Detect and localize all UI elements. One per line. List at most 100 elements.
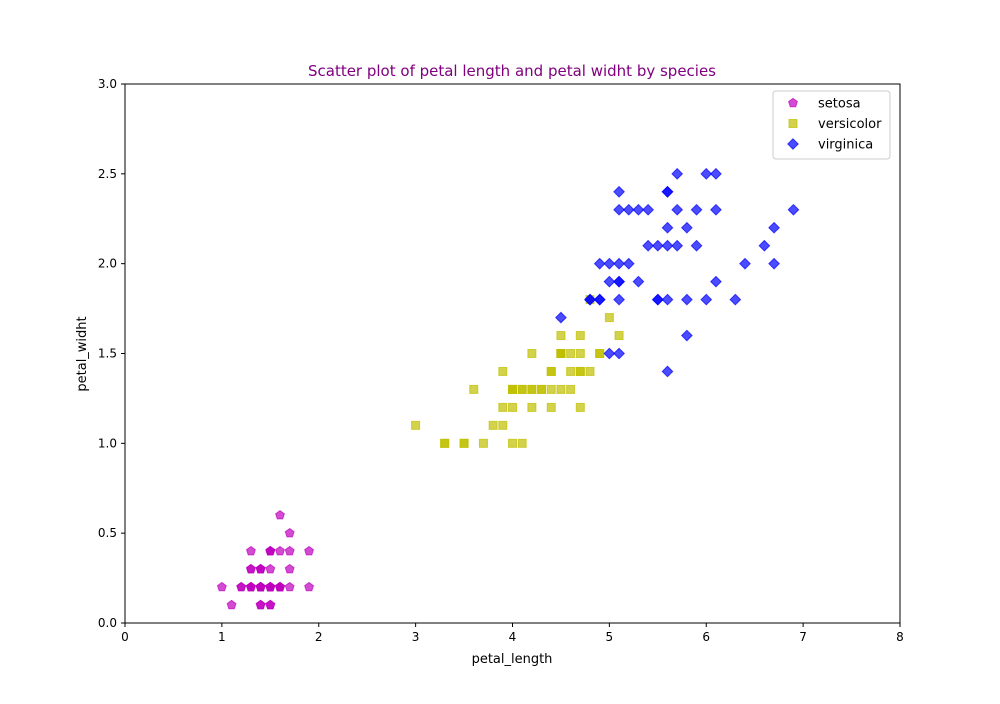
y-tick-label: 3.0 xyxy=(98,77,117,91)
setosa-point xyxy=(284,563,295,574)
virginica-point xyxy=(613,275,625,288)
virginica-point xyxy=(768,257,780,270)
legend-marker-versicolor xyxy=(788,119,798,128)
virginica-point xyxy=(729,293,742,306)
setosa-point xyxy=(304,545,315,556)
versicolor-point xyxy=(556,349,566,358)
setosa-point xyxy=(284,581,295,592)
versicolor-point xyxy=(478,438,488,448)
versicolor-point xyxy=(498,402,508,412)
versicolor-point xyxy=(527,349,537,358)
x-tick-label: 8 xyxy=(896,630,904,644)
y-axis: 0.0 0.5 1.0 1.5 2.0 2.5 3.0 xyxy=(98,77,125,630)
versicolor-point xyxy=(614,331,624,341)
virginica-point xyxy=(690,203,703,216)
series-virginica xyxy=(555,167,800,378)
versicolor-point xyxy=(575,349,585,358)
virginica-point xyxy=(593,293,606,306)
x-tick-label: 3 xyxy=(412,630,420,644)
versicolor-point xyxy=(459,438,469,448)
setosa-point xyxy=(265,599,276,610)
versicolor-point xyxy=(469,384,479,394)
versicolor-point xyxy=(575,331,585,341)
series-versicolor xyxy=(411,295,624,448)
versicolor-point xyxy=(498,420,508,430)
y-tick-label: 2.0 xyxy=(98,257,117,271)
setosa-point xyxy=(245,581,256,592)
versicolor-point xyxy=(537,384,547,394)
virginica-point xyxy=(555,311,567,324)
virginica-point xyxy=(632,275,645,288)
x-tick-label: 7 xyxy=(799,630,807,644)
setosa-point xyxy=(304,581,315,592)
virginica-point xyxy=(642,203,655,216)
setosa-point xyxy=(275,509,285,520)
virginica-point xyxy=(680,221,693,234)
y-tick-label: 2.5 xyxy=(98,167,117,181)
virginica-point xyxy=(651,293,664,306)
virginica-point xyxy=(622,257,635,270)
setosa-point xyxy=(275,581,285,592)
virginica-point xyxy=(661,293,674,306)
virginica-point xyxy=(661,185,674,198)
virginica-point xyxy=(758,239,771,252)
virginica-point xyxy=(613,347,625,360)
y-axis-label: petal_widht xyxy=(75,316,90,391)
versicolor-point xyxy=(595,349,605,358)
setosa-point xyxy=(216,581,227,592)
legend-label-setosa: setosa xyxy=(818,97,861,112)
virginica-point xyxy=(671,239,684,252)
x-axis-label: petal_length xyxy=(472,652,553,667)
versicolor-point xyxy=(508,438,517,448)
versicolor-point xyxy=(575,366,585,376)
x-tick-label: 5 xyxy=(606,630,614,644)
virginica-point xyxy=(661,221,674,234)
versicolor-point xyxy=(556,384,566,394)
setosa-point xyxy=(226,599,237,610)
virginica-point xyxy=(710,167,722,180)
legend-marker-virginica xyxy=(787,138,799,150)
legend-label-versicolor: versicolor xyxy=(818,117,882,132)
x-axis: 0 1 2 3 4 5 6 7 8 xyxy=(121,623,904,644)
versicolor-point xyxy=(488,420,498,430)
versicolor-point xyxy=(517,384,527,394)
setosa-point xyxy=(255,599,266,610)
virginica-point xyxy=(710,203,722,216)
x-tick-label: 2 xyxy=(315,630,323,644)
x-tick-label: 4 xyxy=(509,630,517,644)
virginica-point xyxy=(671,203,684,216)
virginica-point xyxy=(680,293,693,306)
versicolor-point xyxy=(508,384,517,394)
setosa-point xyxy=(265,545,276,556)
setosa-point xyxy=(284,545,295,556)
x-tick-label: 6 xyxy=(702,630,710,644)
virginica-point xyxy=(613,293,625,306)
virginica-point xyxy=(710,275,722,288)
virginica-point xyxy=(622,203,635,216)
versicolor-point xyxy=(440,438,450,448)
virginica-point xyxy=(787,203,800,216)
setosa-point xyxy=(284,527,295,538)
virginica-point xyxy=(739,257,751,270)
versicolor-point xyxy=(411,420,421,430)
setosa-point xyxy=(236,581,247,592)
versicolor-point xyxy=(546,384,556,394)
legend-marker-setosa xyxy=(788,97,798,108)
versicolor-point xyxy=(556,331,566,341)
virginica-point xyxy=(700,293,713,306)
virginica-point xyxy=(680,329,693,342)
versicolor-point xyxy=(498,366,508,376)
virginica-point xyxy=(632,203,645,216)
series-setosa xyxy=(216,509,315,610)
virginica-point xyxy=(651,239,664,252)
versicolor-point xyxy=(566,366,576,376)
setosa-point xyxy=(245,545,256,556)
virginica-point xyxy=(671,167,684,180)
virginica-point xyxy=(661,239,674,252)
setosa-point xyxy=(265,563,276,574)
legend-box xyxy=(772,90,891,160)
y-tick-label: 0.0 xyxy=(98,616,117,630)
virginica-point xyxy=(613,185,625,198)
